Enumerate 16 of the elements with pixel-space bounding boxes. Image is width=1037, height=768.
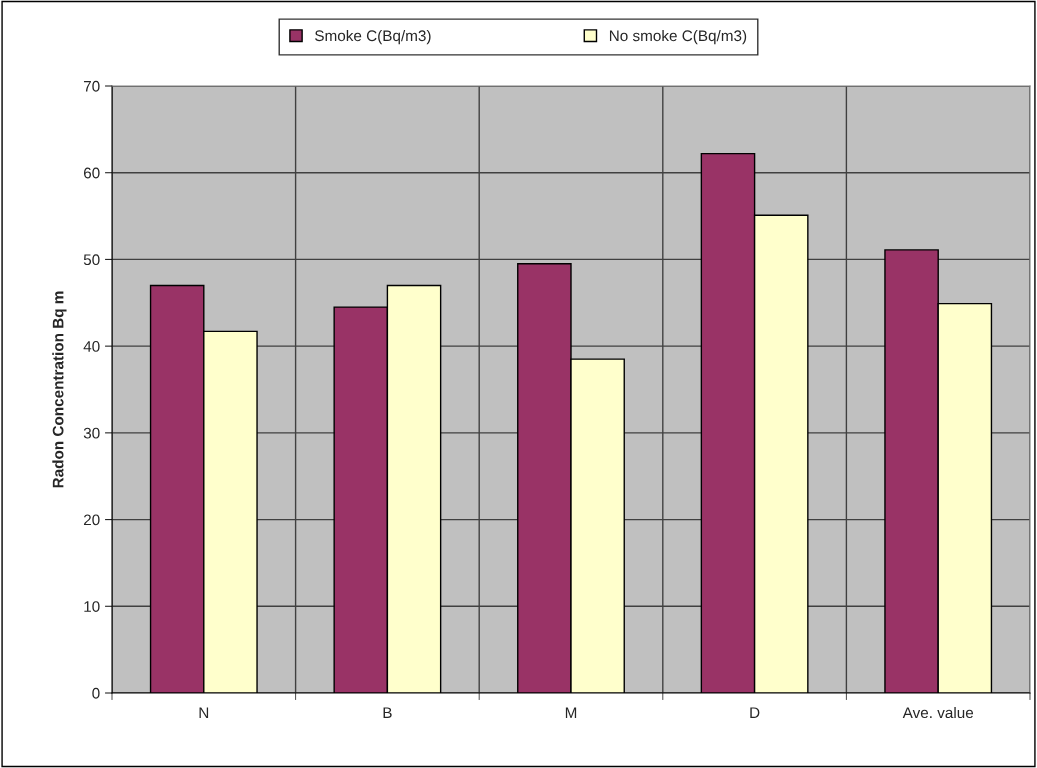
x-tick-label: M <box>565 707 577 718</box>
y-tick-label: 10 <box>84 601 100 612</box>
legend-label: No smoke C(Bq/m3) <box>609 29 747 45</box>
x-tick-label: Ave. value <box>902 706 974 719</box>
y-tick-label: 20 <box>83 514 100 526</box>
y-tick-label: 50 <box>83 254 100 266</box>
y-tick-label: 60 <box>83 167 100 179</box>
x-tick-label: B <box>383 707 392 718</box>
y-tick-label: 0 <box>92 687 100 699</box>
y-tick-label: 70 <box>83 80 100 92</box>
y-axis-title: Radon Concentration Bq m <box>52 291 67 488</box>
y-tick-label: 30 <box>83 427 100 439</box>
x-tick-label: N <box>199 707 209 718</box>
y-tick-label: 40 <box>83 341 100 352</box>
x-tick-label: D <box>750 707 760 718</box>
legend-label: Smoke C(Bq/m3) <box>315 29 431 45</box>
